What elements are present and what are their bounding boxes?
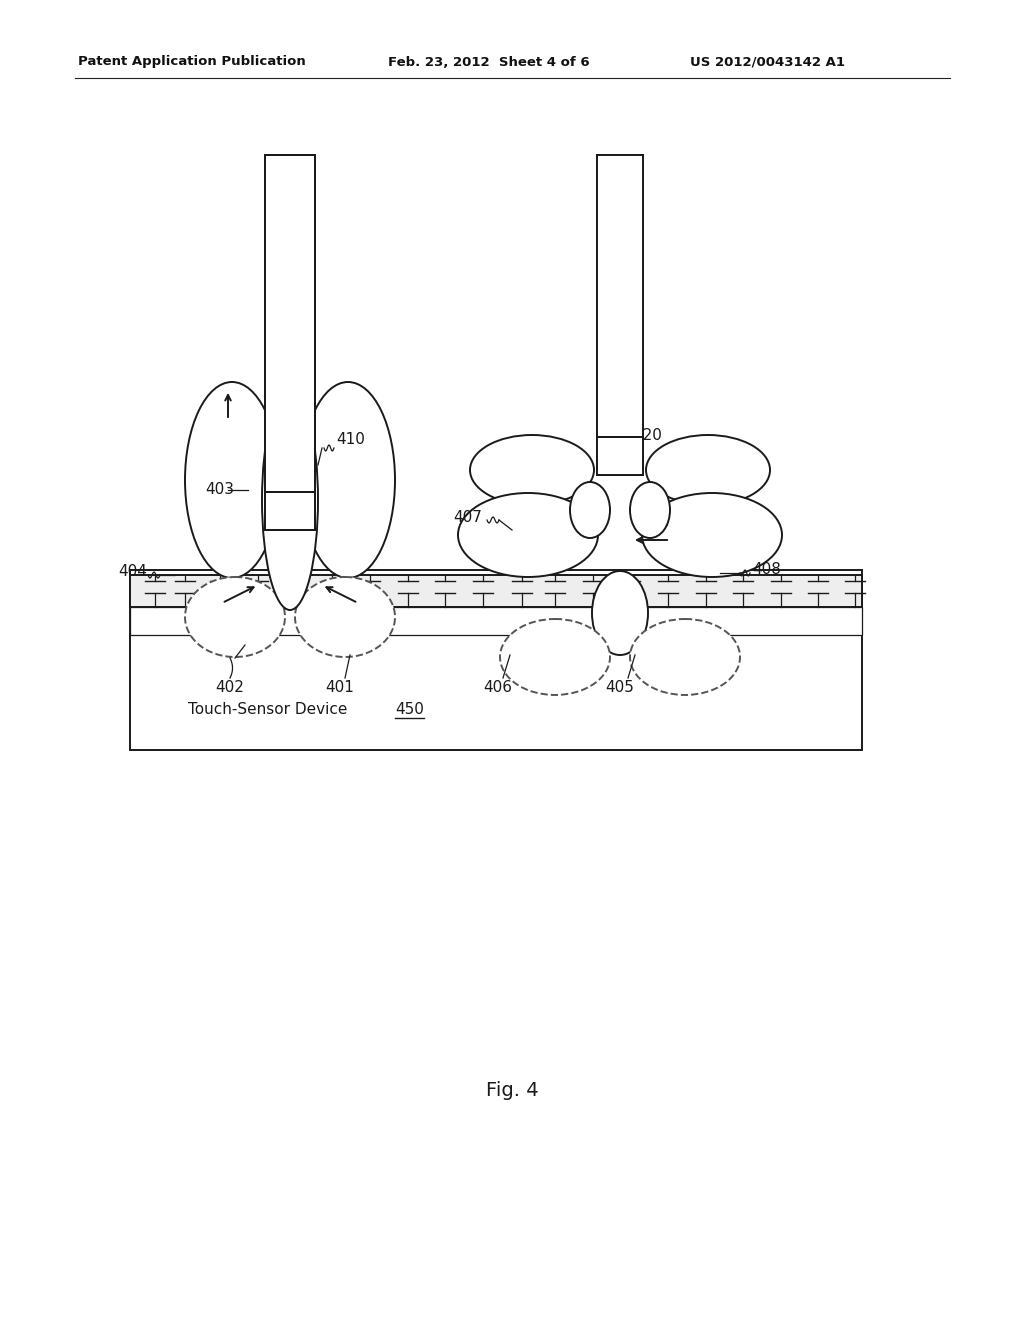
Ellipse shape	[500, 619, 610, 696]
Text: 450: 450	[395, 702, 424, 718]
Ellipse shape	[458, 492, 598, 577]
Ellipse shape	[570, 482, 610, 539]
Text: US 2012/0043142 A1: US 2012/0043142 A1	[690, 55, 845, 69]
Bar	[265, 154, 315, 531]
Text: Patent Application Publication: Patent Application Publication	[78, 55, 306, 69]
Bar	[130, 570, 862, 750]
Bar	[597, 154, 643, 475]
Ellipse shape	[301, 381, 395, 578]
Ellipse shape	[470, 436, 594, 506]
Bar	[597, 154, 643, 475]
Text: 406: 406	[483, 680, 512, 696]
Text: 402: 402	[216, 680, 245, 696]
Bar	[130, 607, 862, 635]
Text: 404: 404	[118, 565, 146, 579]
Text: Feb. 23, 2012  Sheet 4 of 6: Feb. 23, 2012 Sheet 4 of 6	[388, 55, 590, 69]
Ellipse shape	[642, 492, 782, 577]
Ellipse shape	[295, 577, 395, 657]
Text: 408: 408	[752, 562, 781, 578]
Ellipse shape	[185, 577, 285, 657]
Bar	[265, 154, 315, 531]
Text: 403: 403	[205, 483, 234, 498]
Text: Fig. 4: Fig. 4	[485, 1081, 539, 1100]
Ellipse shape	[630, 482, 670, 539]
Text: 410: 410	[336, 433, 365, 447]
Bar	[130, 576, 862, 607]
Text: 407: 407	[454, 511, 482, 525]
Ellipse shape	[592, 572, 648, 655]
Ellipse shape	[262, 389, 318, 610]
Text: 420: 420	[633, 428, 662, 442]
Text: 405: 405	[605, 680, 635, 696]
Ellipse shape	[185, 381, 279, 578]
Ellipse shape	[630, 619, 740, 696]
Bar	[597, 154, 643, 475]
Ellipse shape	[646, 436, 770, 506]
Bar	[265, 154, 315, 531]
Text: 401: 401	[326, 680, 354, 696]
Text: Touch-Sensor Device: Touch-Sensor Device	[188, 702, 352, 718]
